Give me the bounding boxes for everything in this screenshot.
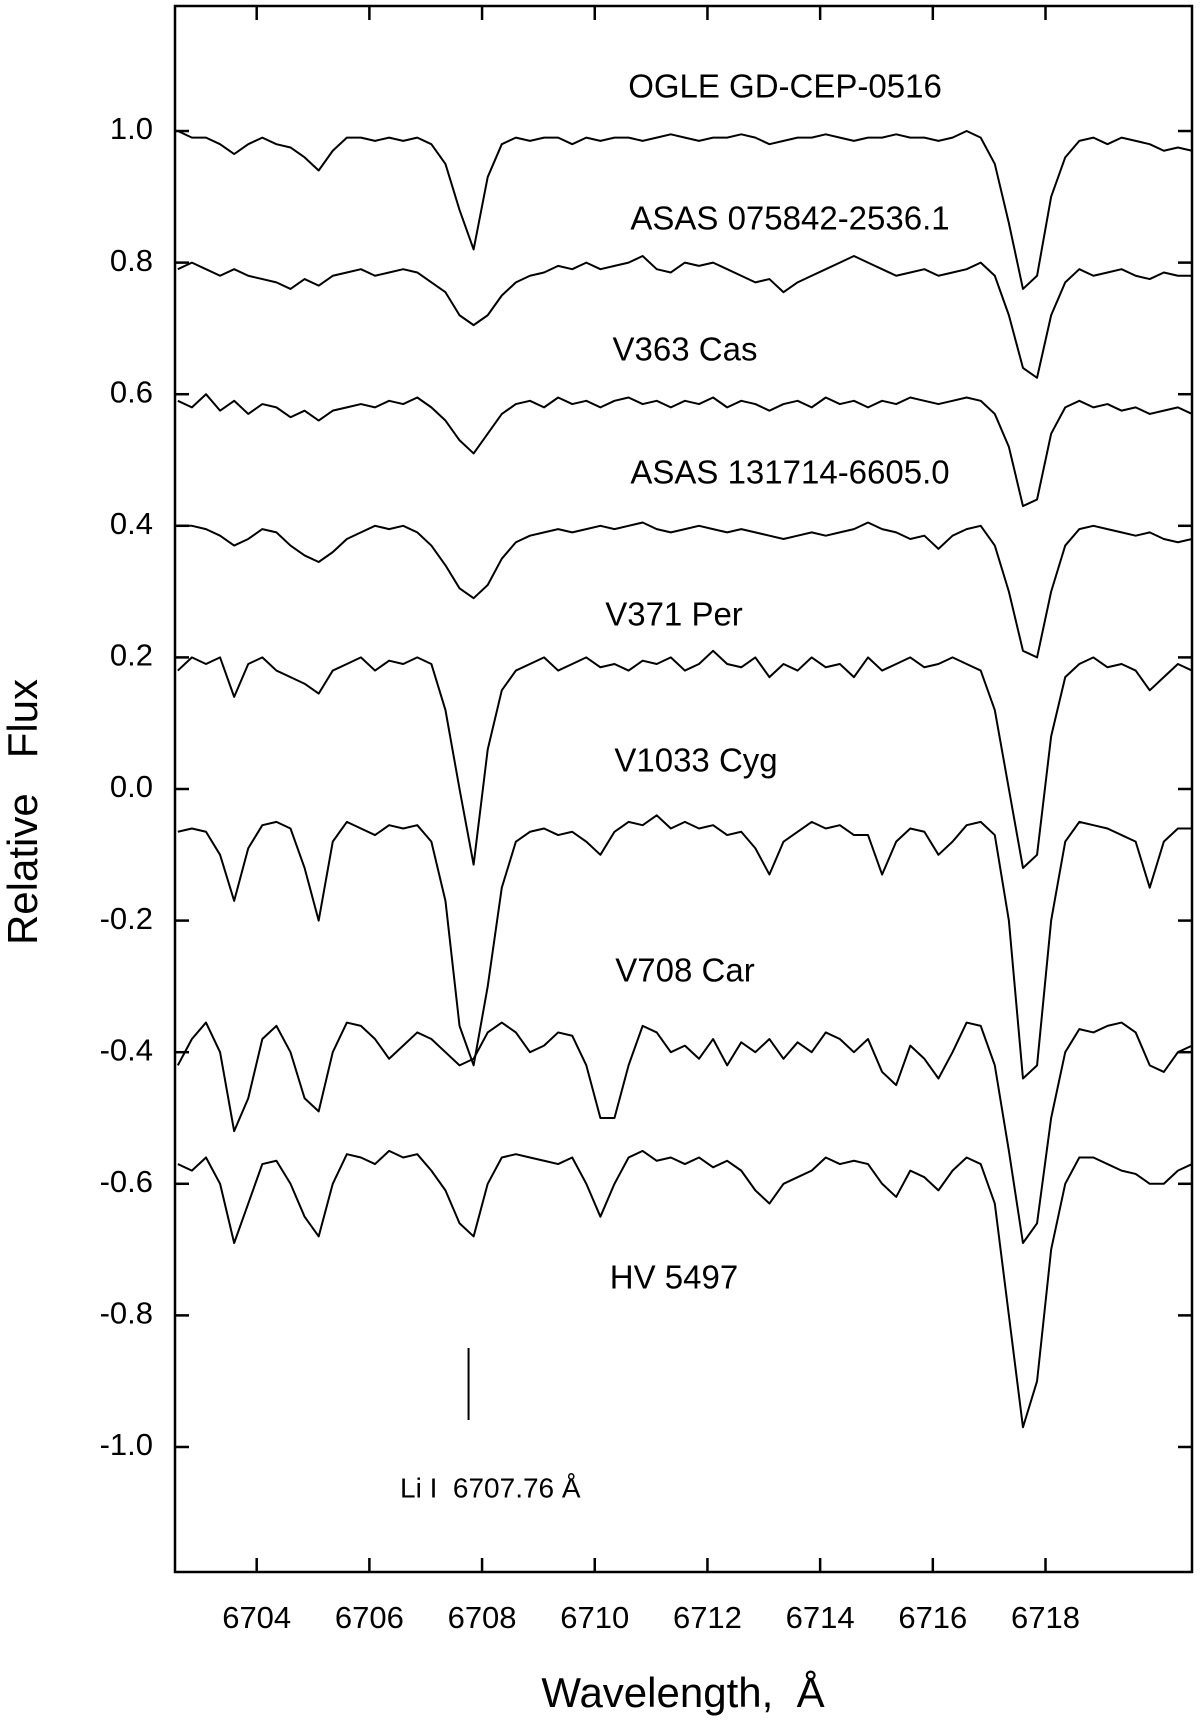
series-label: ASAS 131714-6605.0 (630, 454, 949, 491)
y-tick-label: 0.0 (110, 769, 153, 804)
x-tick-label: 6714 (786, 1600, 855, 1635)
series-label: V1033 Cyg (614, 742, 777, 779)
x-tick-label: 6718 (1011, 1600, 1080, 1635)
x-tick-label: 6706 (335, 1600, 404, 1635)
spectrum-line (177, 1149, 1193, 1429)
x-tick-label: 6716 (898, 1600, 967, 1635)
y-tick-label: -0.6 (100, 1164, 153, 1199)
spectrum-line (177, 255, 1192, 379)
li-annotation: Li I 6707.76 Å (400, 1472, 581, 1503)
y-tick-label: 0.4 (110, 506, 153, 541)
y-axis-title: Relative Flux (0, 679, 46, 945)
y-tick-label: 0.6 (110, 374, 153, 409)
plot-frame (173, 4, 1194, 1574)
y-tick-label: 0.2 (110, 638, 153, 673)
series-label: HV 5497 (610, 1259, 738, 1296)
spectrum-line (177, 649, 1193, 869)
spectrum-line (177, 521, 1193, 659)
x-tick-label: 6704 (222, 1600, 291, 1635)
y-tick-label: -0.8 (100, 1296, 153, 1331)
y-tick-label: -0.2 (100, 901, 153, 936)
y-tick-label: -1.0 (100, 1427, 153, 1462)
x-tick-label: 6712 (673, 1600, 742, 1635)
series-label: V371 Per (605, 596, 743, 633)
spectrum-line (177, 814, 1192, 1080)
spectrum-line (177, 130, 1193, 290)
series-label: V363 Cas (613, 331, 758, 368)
series-label: V708 Car (615, 952, 754, 989)
y-tick-label: 0.8 (110, 243, 153, 278)
spectrum-line (177, 393, 1193, 508)
x-axis-title: Wavelength, Å (541, 1669, 824, 1716)
series-label: OGLE GD-CEP-0516 (628, 68, 942, 105)
series-label: ASAS 075842-2536.1 (630, 200, 949, 237)
spectrum-line (176, 1021, 1193, 1245)
x-tick-label: 6710 (560, 1600, 629, 1635)
x-tick-label: 6708 (448, 1600, 517, 1635)
y-tick-label: 1.0 (110, 111, 153, 146)
y-tick-label: -0.4 (100, 1032, 153, 1067)
